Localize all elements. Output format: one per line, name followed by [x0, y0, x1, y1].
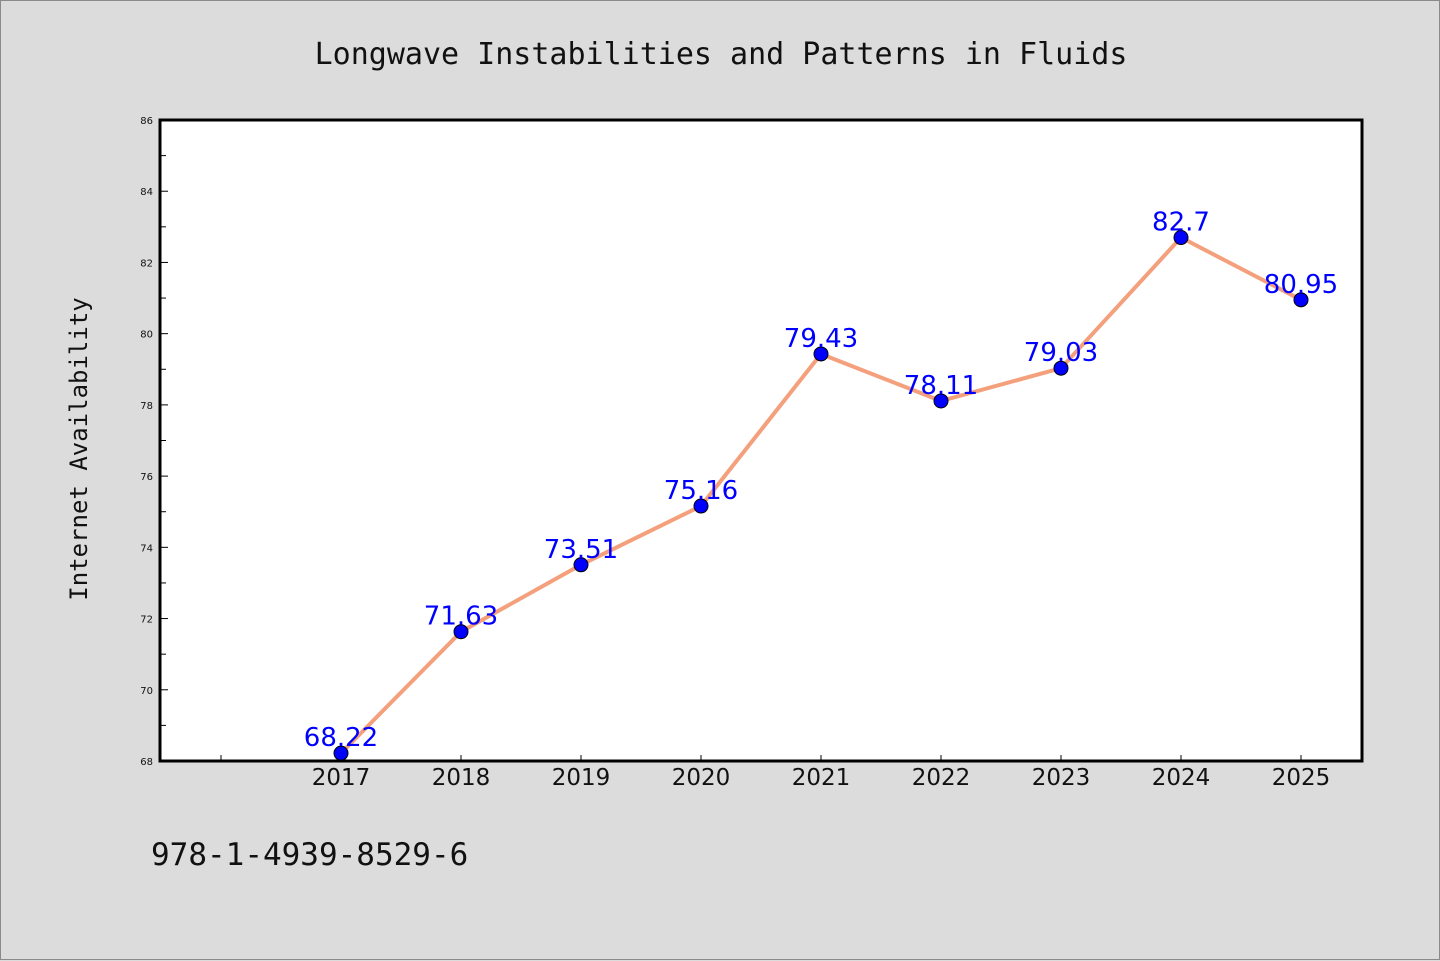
- plot-area: [158, 118, 1364, 763]
- y-tick-label: 82: [140, 258, 153, 269]
- data-point-marker: [1293, 292, 1309, 308]
- x-tick-label: 2024: [1152, 765, 1211, 791]
- data-label: 73.51: [544, 535, 618, 565]
- data-point-marker: [333, 745, 349, 761]
- data-label: 82.7: [1152, 208, 1210, 238]
- data-point-marker: [1173, 230, 1189, 246]
- x-tick-label: 2021: [792, 765, 851, 791]
- data-label: 79.43: [784, 324, 858, 354]
- y-axis-ticks: 68 70 72 74 76 78 80 82 84 86: [140, 116, 168, 768]
- chart-title: Longwave Instabilities and Patterns in F…: [315, 37, 1128, 72]
- x-tick-label: 2025: [1272, 765, 1331, 791]
- data-label: 68.22: [304, 723, 378, 753]
- data-point-marker: [1053, 360, 1069, 376]
- y-tick-label: 74: [140, 543, 153, 554]
- series-markers: [333, 230, 1309, 761]
- y-tick-label: 72: [140, 615, 153, 626]
- data-label: 71.63: [424, 602, 498, 632]
- data-label: 80.95: [1264, 270, 1338, 300]
- y-tick-label: 80: [140, 330, 153, 341]
- y-tick-label: 68: [140, 757, 153, 768]
- data-point-marker: [813, 346, 829, 362]
- x-tick-label: 2019: [552, 765, 611, 791]
- data-label: 75.16: [664, 476, 738, 506]
- x-tick-label: 2023: [1032, 765, 1091, 791]
- y-tick-label: 76: [140, 472, 153, 483]
- data-point-marker: [453, 624, 469, 640]
- data-label: 78.11: [904, 371, 978, 401]
- x-tick-label: 2018: [432, 765, 491, 791]
- y-tick-label: 70: [140, 686, 153, 697]
- x-axis-ticks: 2017 2018 2019 2020 2021 2022 2023 2024 2025: [220, 755, 1331, 791]
- x-tick-label: 2022: [912, 765, 971, 791]
- data-point-marker: [933, 393, 949, 409]
- data-point-marker: [693, 498, 709, 514]
- isbn-footer: 978-1-4939-8529-6: [151, 837, 468, 873]
- data-label: 79.03: [1024, 338, 1098, 368]
- y-tick-label: 86: [140, 116, 153, 127]
- x-tick-label: 2020: [672, 765, 731, 791]
- y-axis-label: Internet Availability: [65, 297, 93, 600]
- x-tick-label: 2017: [312, 765, 371, 791]
- y-tick-label: 84: [140, 187, 153, 198]
- y-tick-label: 78: [140, 401, 153, 412]
- data-labels: 68.22 71.63 73.51 75.16 79.43 78.11 79.03 82.7 8…: [304, 208, 1338, 754]
- data-point-marker: [573, 557, 589, 573]
